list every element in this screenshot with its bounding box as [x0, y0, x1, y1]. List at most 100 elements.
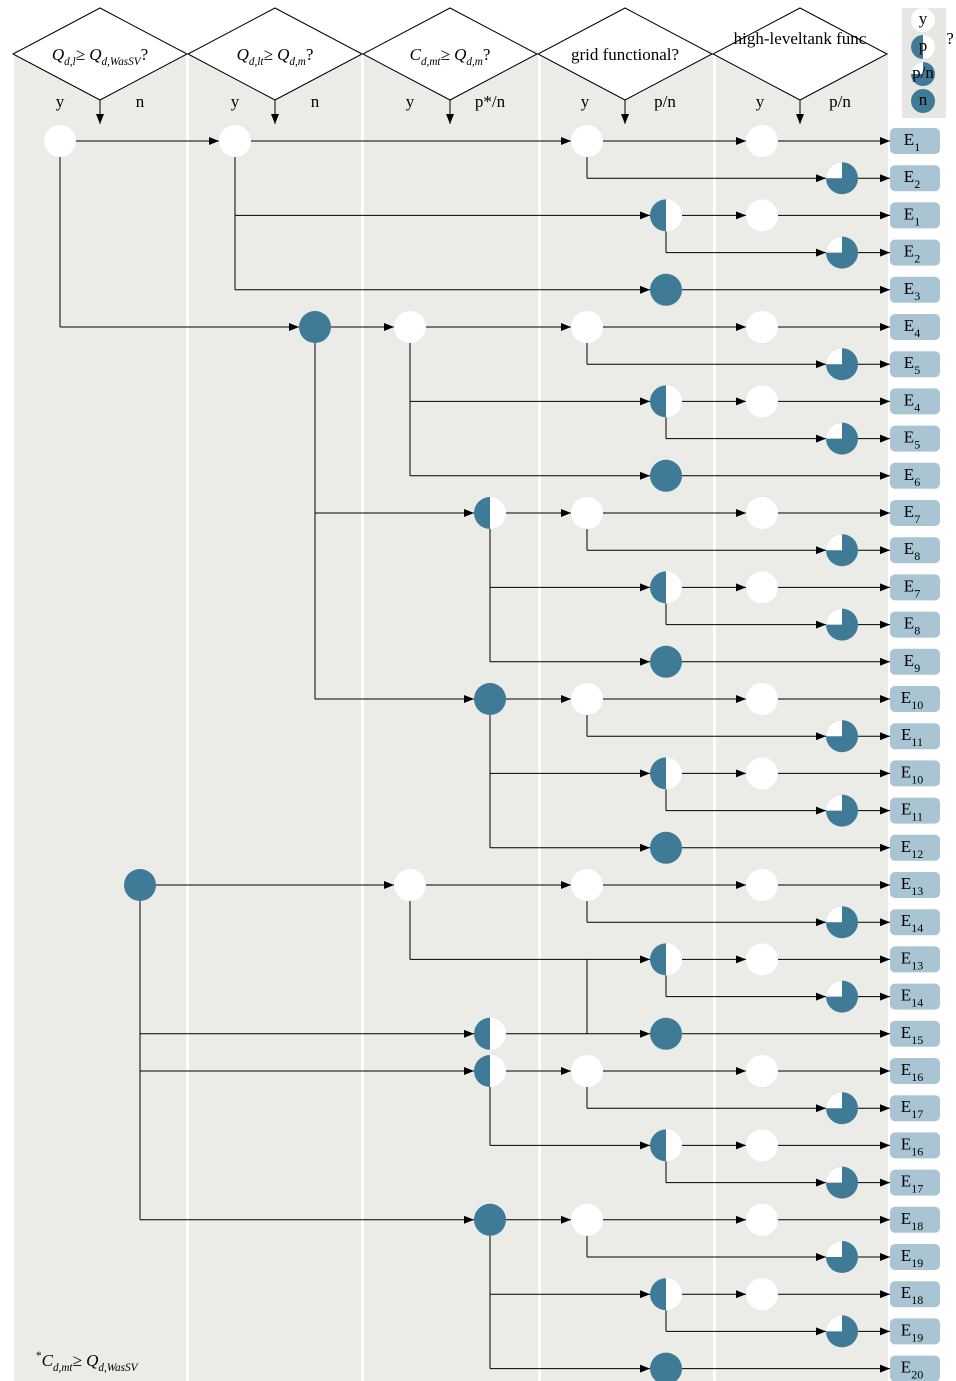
node-half	[650, 943, 666, 976]
end-state: E4	[890, 314, 940, 340]
end-state-box	[890, 1169, 940, 1196]
end-state-box	[890, 1244, 940, 1270]
node-circle	[571, 1203, 603, 1236]
end-state-index: 7	[914, 586, 920, 600]
end-state-index: 7	[914, 512, 920, 526]
state-node	[650, 757, 682, 790]
state-node	[746, 1129, 778, 1162]
end-state-index: 1	[914, 140, 920, 154]
end-state-index: 13	[911, 958, 923, 972]
node-circle	[746, 943, 778, 976]
node-quarter	[826, 720, 842, 737]
end-state-letter: E	[901, 1023, 911, 1042]
end-state: E2	[890, 165, 940, 192]
node-circle	[650, 1017, 682, 1050]
state-node	[124, 869, 156, 901]
state-node	[826, 794, 858, 827]
node-quarter	[826, 1166, 842, 1183]
column-backgrounds	[14, 8, 946, 1381]
state-node	[650, 831, 682, 864]
text-part: grid functional?	[571, 45, 679, 64]
end-state-box	[890, 500, 940, 526]
state-node	[394, 869, 426, 901]
end-state-box	[890, 797, 940, 824]
end-state-index: 14	[911, 921, 923, 935]
end-state-index: 18	[911, 1293, 923, 1307]
node-quarter	[826, 348, 842, 365]
node-half	[650, 1129, 666, 1162]
decision-question: high-leveltank func	[734, 29, 867, 48]
text-part: d,l	[64, 56, 76, 68]
node-circle	[746, 571, 778, 604]
end-state-box	[890, 872, 940, 898]
end-state-label: E19	[901, 1320, 923, 1344]
state-node	[571, 1203, 603, 1236]
node-circle	[746, 1278, 778, 1311]
node-circle	[911, 89, 935, 113]
end-state-label: E10	[901, 688, 923, 712]
end-state-index: 9	[914, 661, 920, 675]
node-circle	[650, 645, 682, 678]
end-state: E18	[890, 1206, 940, 1233]
end-state: E4	[890, 388, 940, 415]
end-state-letter: E	[904, 242, 914, 261]
state-node	[650, 1017, 682, 1050]
end-state-label: E2	[904, 167, 920, 191]
state-node	[746, 497, 778, 529]
end-state-letter: E	[901, 725, 911, 744]
state-node	[474, 1203, 506, 1236]
legend-label: p	[919, 36, 928, 55]
node-quarter	[826, 422, 842, 439]
node-quarter	[911, 62, 923, 74]
node-circle	[124, 869, 156, 901]
end-state: E10	[890, 686, 940, 712]
end-state-box	[890, 946, 940, 973]
end-state-letter: E	[901, 762, 911, 781]
state-node	[746, 199, 778, 232]
end-state-index: 4	[914, 400, 920, 414]
end-state: E9	[890, 648, 940, 675]
node-circle	[299, 311, 331, 343]
end-state-box	[890, 983, 940, 1010]
node-circle	[650, 273, 682, 306]
text-part: Q	[52, 45, 64, 64]
end-state-letter: E	[901, 874, 911, 893]
end-state: E2	[890, 239, 940, 266]
legend-label: n	[919, 90, 928, 109]
branch-label: n	[136, 92, 145, 111]
state-node	[44, 125, 76, 157]
legend-symbol	[911, 62, 935, 86]
end-state-letter: E	[901, 948, 911, 967]
end-state: E6	[890, 462, 940, 489]
end-state-label: E16	[901, 1060, 923, 1084]
end-state: E1	[890, 202, 940, 229]
node-circle	[650, 831, 682, 864]
text-part: ≥ Q	[76, 45, 102, 64]
state-node	[571, 869, 603, 901]
end-state-box	[890, 648, 940, 675]
end-state-letter: E	[901, 1134, 911, 1153]
end-state-index: 4	[914, 326, 920, 340]
branch-label: y	[406, 92, 415, 111]
state-node	[394, 311, 426, 343]
end-state-label: E15	[901, 1023, 923, 1047]
end-state-index: 2	[914, 251, 920, 265]
node-circle	[650, 1352, 682, 1381]
node-quarter	[826, 906, 842, 923]
end-state-label: E14	[901, 911, 923, 935]
state-node	[474, 683, 506, 715]
end-state-box	[890, 128, 940, 154]
node-circle	[746, 199, 778, 232]
end-state-box	[890, 1355, 940, 1381]
end-state-index: 13	[911, 884, 923, 898]
end-state-index: 8	[914, 623, 920, 637]
node-circle	[746, 385, 778, 418]
end-state-label: E18	[901, 1283, 923, 1307]
end-state-label: E11	[901, 800, 923, 824]
text-part: ≥ Q	[264, 45, 290, 64]
state-node	[650, 199, 682, 232]
end-state-box	[890, 165, 940, 192]
state-node	[826, 720, 858, 753]
node-circle	[44, 125, 76, 157]
